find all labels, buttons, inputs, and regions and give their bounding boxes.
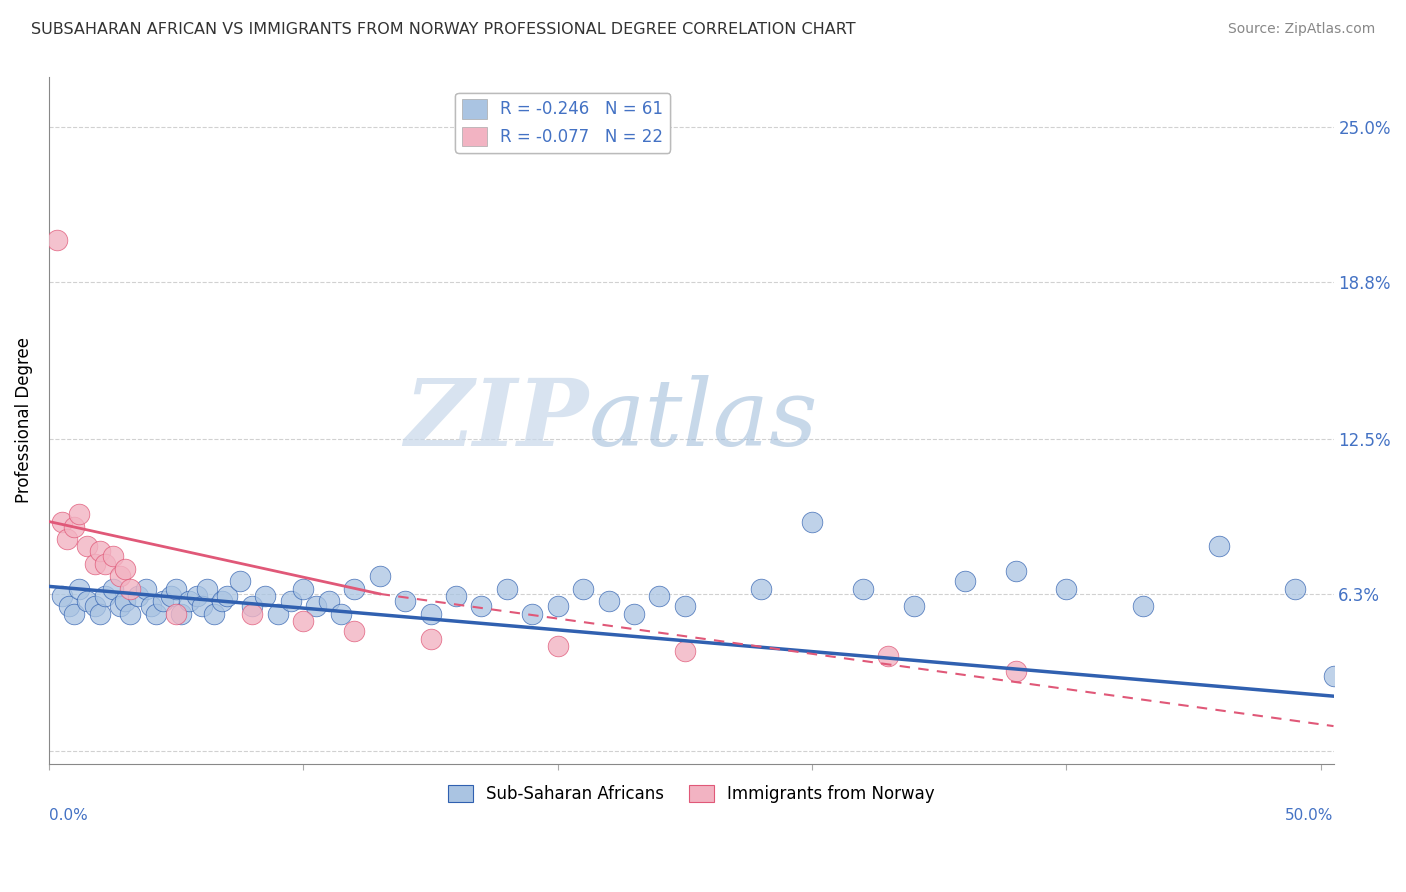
Point — [1054, 582, 1077, 596]
Point — [1284, 582, 1306, 596]
Point — [101, 549, 124, 564]
Point — [63, 607, 86, 621]
Point — [186, 590, 208, 604]
Point — [170, 607, 193, 621]
Point — [51, 515, 73, 529]
Point — [55, 532, 77, 546]
Point — [318, 594, 340, 608]
Point — [673, 644, 696, 658]
Point — [202, 607, 225, 621]
Point — [69, 582, 91, 596]
Point — [267, 607, 290, 621]
Point — [1004, 664, 1026, 678]
Point — [444, 590, 467, 604]
Point — [63, 519, 86, 533]
Text: Source: ZipAtlas.com: Source: ZipAtlas.com — [1227, 22, 1375, 37]
Point — [343, 582, 366, 596]
Point — [1208, 540, 1230, 554]
Point — [127, 590, 149, 604]
Point — [76, 540, 98, 554]
Text: atlas: atlas — [589, 376, 818, 466]
Point — [598, 594, 620, 608]
Text: 50.0%: 50.0% — [1285, 808, 1333, 823]
Point — [343, 624, 366, 639]
Text: SUBSAHARAN AFRICAN VS IMMIGRANTS FROM NORWAY PROFESSIONAL DEGREE CORRELATION CHA: SUBSAHARAN AFRICAN VS IMMIGRANTS FROM NO… — [31, 22, 856, 37]
Point — [648, 590, 671, 604]
Point — [177, 594, 200, 608]
Point — [152, 594, 174, 608]
Point — [190, 599, 212, 614]
Point — [139, 599, 162, 614]
Point — [305, 599, 328, 614]
Y-axis label: Professional Degree: Professional Degree — [15, 337, 32, 503]
Point — [195, 582, 218, 596]
Point — [89, 544, 111, 558]
Point — [1322, 669, 1344, 683]
Point — [495, 582, 517, 596]
Point — [572, 582, 595, 596]
Point — [58, 599, 80, 614]
Point — [120, 607, 142, 621]
Point — [419, 607, 441, 621]
Point — [330, 607, 353, 621]
Point — [76, 594, 98, 608]
Point — [852, 582, 875, 596]
Point — [254, 590, 277, 604]
Point — [292, 615, 315, 629]
Point — [242, 599, 264, 614]
Point — [114, 594, 136, 608]
Point — [394, 594, 416, 608]
Point — [368, 569, 391, 583]
Point — [673, 599, 696, 614]
Point — [108, 599, 131, 614]
Point — [419, 632, 441, 646]
Point — [69, 507, 91, 521]
Point — [749, 582, 772, 596]
Point — [242, 607, 264, 621]
Point — [877, 649, 900, 664]
Point — [114, 562, 136, 576]
Point — [165, 607, 187, 621]
Point — [135, 582, 157, 596]
Point — [215, 590, 238, 604]
Point — [120, 582, 142, 596]
Point — [522, 607, 544, 621]
Point — [94, 590, 117, 604]
Point — [45, 233, 67, 247]
Point — [108, 569, 131, 583]
Point — [801, 515, 824, 529]
Point — [292, 582, 315, 596]
Point — [547, 599, 569, 614]
Point — [101, 582, 124, 596]
Point — [83, 557, 105, 571]
Point — [623, 607, 645, 621]
Point — [280, 594, 302, 608]
Point — [89, 607, 111, 621]
Legend: R = -0.246   N = 61, R = -0.077   N = 22: R = -0.246 N = 61, R = -0.077 N = 22 — [456, 93, 671, 153]
Point — [160, 590, 183, 604]
Point — [229, 574, 252, 589]
Text: ZIP: ZIP — [405, 376, 589, 466]
Point — [903, 599, 925, 614]
Point — [1004, 565, 1026, 579]
Text: 0.0%: 0.0% — [49, 808, 87, 823]
Point — [94, 557, 117, 571]
Point — [953, 574, 976, 589]
Point — [145, 607, 167, 621]
Point — [1132, 599, 1154, 614]
Point — [51, 590, 73, 604]
Point — [470, 599, 492, 614]
Point — [547, 640, 569, 654]
Point — [165, 582, 187, 596]
Point — [83, 599, 105, 614]
Point — [211, 594, 233, 608]
